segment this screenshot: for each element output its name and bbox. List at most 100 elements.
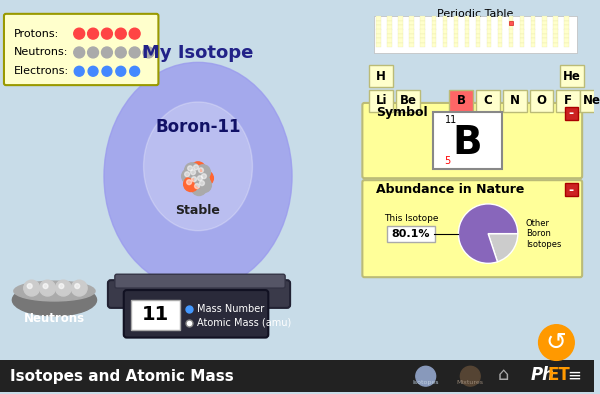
FancyBboxPatch shape (553, 34, 557, 38)
FancyBboxPatch shape (454, 16, 458, 21)
Circle shape (197, 178, 211, 193)
FancyBboxPatch shape (564, 16, 569, 21)
Text: 11: 11 (142, 305, 169, 324)
Circle shape (197, 176, 202, 181)
FancyBboxPatch shape (498, 16, 502, 21)
Ellipse shape (13, 284, 97, 316)
Text: Stable: Stable (176, 204, 220, 217)
FancyBboxPatch shape (443, 43, 447, 47)
Text: Neutrons: Neutrons (24, 312, 85, 325)
Text: N: N (510, 95, 520, 108)
FancyBboxPatch shape (498, 43, 502, 47)
FancyBboxPatch shape (0, 361, 594, 392)
Text: Mass Number: Mass Number (197, 304, 264, 314)
FancyBboxPatch shape (520, 34, 524, 38)
Text: H: H (376, 70, 386, 83)
Circle shape (143, 47, 154, 58)
FancyBboxPatch shape (560, 65, 584, 87)
FancyBboxPatch shape (564, 30, 569, 34)
FancyBboxPatch shape (454, 34, 458, 38)
FancyBboxPatch shape (421, 25, 425, 30)
FancyBboxPatch shape (115, 274, 285, 288)
FancyBboxPatch shape (553, 38, 557, 43)
FancyBboxPatch shape (108, 280, 290, 308)
FancyBboxPatch shape (387, 34, 392, 38)
FancyBboxPatch shape (531, 16, 535, 21)
Circle shape (55, 280, 71, 296)
FancyBboxPatch shape (431, 21, 436, 25)
FancyBboxPatch shape (443, 30, 447, 34)
FancyBboxPatch shape (564, 34, 569, 38)
FancyBboxPatch shape (396, 90, 420, 112)
Text: B: B (457, 95, 466, 108)
Text: -: - (569, 184, 574, 197)
Ellipse shape (14, 281, 95, 301)
FancyBboxPatch shape (498, 21, 502, 25)
FancyBboxPatch shape (476, 34, 480, 38)
FancyBboxPatch shape (409, 16, 414, 21)
Text: My Isotope: My Isotope (142, 45, 254, 62)
Circle shape (88, 66, 98, 76)
FancyBboxPatch shape (443, 38, 447, 43)
FancyBboxPatch shape (542, 30, 547, 34)
Text: This Isotope: This Isotope (383, 214, 438, 223)
Circle shape (129, 47, 140, 58)
FancyBboxPatch shape (376, 34, 380, 38)
FancyBboxPatch shape (449, 90, 473, 112)
Text: ⌂: ⌂ (497, 366, 509, 384)
FancyBboxPatch shape (542, 21, 547, 25)
Circle shape (202, 174, 206, 179)
FancyBboxPatch shape (531, 34, 535, 38)
FancyBboxPatch shape (376, 30, 380, 34)
Circle shape (101, 28, 112, 39)
Text: Isotopes: Isotopes (412, 380, 439, 385)
Wedge shape (488, 234, 518, 262)
Text: Ph: Ph (530, 366, 554, 384)
FancyBboxPatch shape (464, 30, 469, 34)
Circle shape (194, 173, 209, 188)
Circle shape (74, 47, 85, 58)
FancyBboxPatch shape (421, 30, 425, 34)
FancyBboxPatch shape (487, 16, 491, 21)
Text: Atomic Mass (amu): Atomic Mass (amu) (197, 318, 291, 328)
FancyBboxPatch shape (564, 43, 569, 47)
FancyBboxPatch shape (421, 16, 425, 21)
FancyBboxPatch shape (454, 21, 458, 25)
FancyBboxPatch shape (476, 43, 480, 47)
FancyBboxPatch shape (398, 30, 403, 34)
Text: O: O (536, 95, 547, 108)
Circle shape (102, 66, 112, 76)
Circle shape (74, 66, 84, 76)
FancyBboxPatch shape (509, 16, 514, 21)
FancyBboxPatch shape (387, 25, 392, 30)
FancyBboxPatch shape (409, 25, 414, 30)
FancyBboxPatch shape (369, 90, 393, 112)
Text: Symbol: Symbol (376, 106, 428, 119)
FancyBboxPatch shape (498, 25, 502, 30)
Circle shape (199, 181, 205, 186)
Text: Other
Boron
Isotopes: Other Boron Isotopes (526, 219, 561, 249)
FancyBboxPatch shape (509, 25, 514, 30)
FancyBboxPatch shape (487, 38, 491, 43)
FancyBboxPatch shape (520, 21, 524, 25)
FancyBboxPatch shape (409, 38, 414, 43)
FancyBboxPatch shape (498, 38, 502, 43)
Circle shape (187, 180, 191, 185)
FancyBboxPatch shape (476, 38, 480, 43)
FancyBboxPatch shape (443, 16, 447, 21)
FancyBboxPatch shape (509, 21, 514, 25)
Text: 80.1%: 80.1% (392, 229, 430, 239)
Circle shape (74, 28, 85, 39)
FancyBboxPatch shape (580, 90, 600, 112)
FancyBboxPatch shape (487, 25, 491, 30)
FancyBboxPatch shape (464, 21, 469, 25)
Text: Neutrons:: Neutrons: (14, 47, 68, 58)
FancyBboxPatch shape (476, 90, 500, 112)
FancyBboxPatch shape (443, 25, 447, 30)
FancyBboxPatch shape (509, 38, 514, 43)
FancyBboxPatch shape (553, 25, 557, 30)
Circle shape (416, 366, 436, 386)
Circle shape (460, 366, 480, 386)
FancyBboxPatch shape (464, 43, 469, 47)
FancyBboxPatch shape (520, 30, 524, 34)
